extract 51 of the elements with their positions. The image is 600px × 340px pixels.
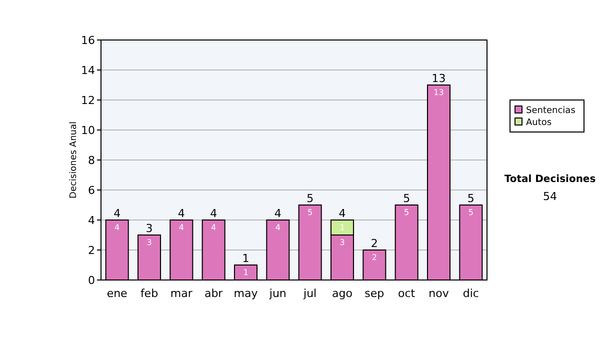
- y-tick-label: 14: [81, 64, 95, 77]
- legend-label: Autos: [526, 118, 552, 128]
- data-label: 13: [434, 88, 444, 97]
- data-label: 4: [275, 223, 280, 232]
- data-label: 5: [308, 208, 313, 217]
- data-label: 4: [211, 223, 216, 232]
- y-tick-label: 10: [81, 124, 95, 137]
- total-label: 1: [242, 252, 250, 265]
- legend-label: Sentencias: [526, 106, 576, 116]
- data-label: 4: [178, 223, 184, 232]
- y-tick-label: 2: [88, 244, 95, 257]
- total-label: 4: [338, 207, 346, 220]
- total-label: 4: [210, 207, 218, 220]
- x-tick-label: nov: [428, 287, 450, 300]
- x-tick-label: oct: [398, 287, 416, 300]
- total-label: 5: [467, 192, 474, 205]
- x-tick-label: may: [234, 287, 258, 300]
- data-label: 2: [372, 253, 377, 262]
- x-tick-label: mar: [170, 287, 193, 300]
- x-tick-label: dic: [462, 287, 479, 300]
- total-label: 5: [403, 192, 410, 205]
- y-tick-label: 4: [88, 214, 95, 227]
- y-axis-title: Decisiones Anual: [69, 122, 79, 198]
- total-label: 5: [306, 192, 314, 205]
- data-label: 5: [468, 208, 474, 217]
- x-tick-label: jun: [268, 287, 286, 300]
- total-label: 2: [370, 237, 378, 250]
- x-tick-label: abr: [204, 287, 224, 300]
- data-label: 3: [146, 238, 152, 247]
- x-tick-label: ago: [332, 287, 353, 300]
- total-label: 4: [178, 207, 185, 220]
- total-label: 4: [274, 207, 282, 220]
- x-tick-label: feb: [140, 287, 158, 300]
- data-label: 3: [340, 238, 345, 247]
- text: 54: [543, 190, 557, 203]
- x-tick-label: ene: [106, 287, 128, 300]
- total-label: 4: [114, 207, 121, 220]
- y-tick-label: 8: [88, 154, 95, 167]
- data-label: 1: [340, 223, 345, 232]
- total-label: 13: [432, 72, 446, 85]
- text: Total Decisiones: [504, 174, 596, 185]
- y-tick-label: 16: [81, 34, 95, 47]
- y-tick-label: 0: [88, 274, 95, 287]
- data-label: 5: [404, 208, 410, 217]
- data-label: 4: [114, 223, 120, 232]
- y-tick-label: 12: [81, 94, 95, 107]
- total-label: 3: [146, 222, 153, 235]
- x-tick-label: sep: [364, 287, 384, 300]
- data-label: 1: [243, 268, 248, 277]
- y-tick-label: 6: [88, 184, 95, 197]
- x-tick-label: jul: [302, 287, 317, 300]
